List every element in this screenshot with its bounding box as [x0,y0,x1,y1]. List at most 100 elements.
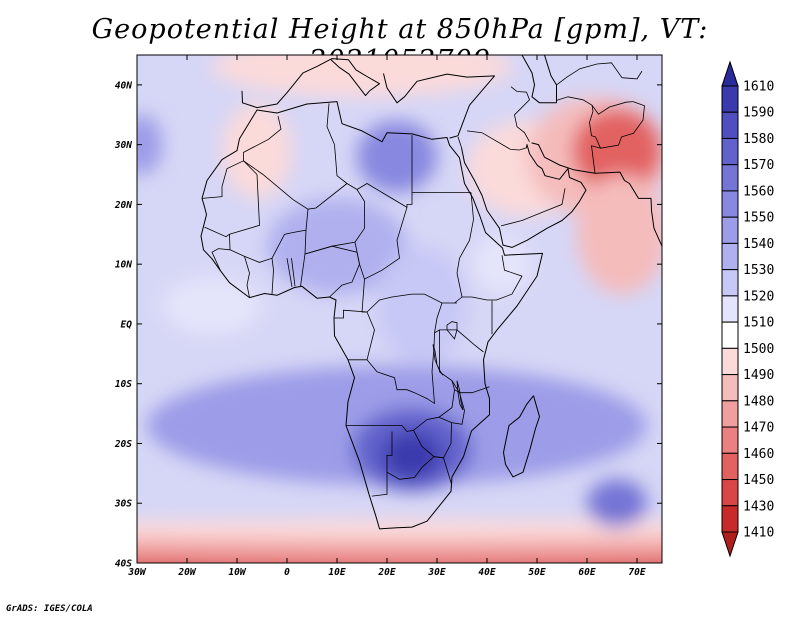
lon-tick-label: 40E [478,567,495,578]
grads-credit: GrADS: IGES/COLA [6,604,93,614]
lat-tick-label: 20S [114,439,132,450]
lon-tick-label: 30W [127,567,146,578]
colorbar-label: 1570 [743,158,774,173]
colorbar-segment [721,295,739,323]
border-nigeria [300,245,360,298]
colorbar-label: 1540 [743,237,774,252]
colorbar-segment [721,85,739,113]
lon-tick-label: 30E [427,567,445,578]
lon-tick-label: 20E [377,567,395,578]
border-togo-benin-2 [291,258,296,287]
colorbar-segment [721,426,739,454]
field-hi-libya [357,120,437,193]
colorbar-segment [721,242,739,271]
border-saudi-yemen [500,188,566,227]
coastline-layer [200,55,662,530]
lat-tick-label: EQ [121,319,133,330]
arabia-coast [461,144,587,248]
lat-tick-label: 10N [115,260,132,271]
border-layer [201,62,645,497]
field-hi-indian-ocean [587,479,647,528]
iran-pak-coast [531,142,662,247]
colorbar-segment [721,452,739,481]
border-west-africa [211,248,231,271]
border-lake-tanganyika [432,344,444,376]
border-ghana [271,258,274,295]
greece-turkey [383,73,495,139]
madagascar-coast [503,395,540,478]
border-angola-namibia [371,431,393,497]
border-drc-west [348,302,443,405]
lon-tick-label: 10E [328,567,345,578]
colorbar-label: 1430 [743,499,774,514]
border-lake-victoria [446,321,458,340]
colorbar-segment [721,269,739,297]
lat-tick-label: 20N [114,200,132,211]
border-algeria-libya [334,144,358,190]
border-libya-sudan-chad [406,192,413,208]
colorbar-segment [721,479,739,507]
lat-tick-label: 30S [114,499,132,510]
lon-tick-label: 70E [628,567,645,578]
caspian [521,55,557,104]
border-algeria-mali-niger [243,160,348,210]
colorbar-label: 1580 [743,132,774,147]
colorbar-segment [721,347,739,376]
colorbar-label: 1460 [743,447,774,462]
colorbar-label: 1560 [743,184,774,199]
colorbar-label: 1520 [743,289,774,304]
lat-tick-label: 10S [115,379,132,390]
colorbar-segment [721,190,739,218]
colorbar-label: 1410 [743,526,774,541]
border-tanzania-moz [439,329,490,394]
colorbar-label: 1610 [743,80,774,95]
border-togo-benin [286,258,293,287]
colorbar-segment [721,505,739,533]
field-lo-south-belt-4 [137,519,662,541]
map-frame [136,54,663,564]
border-turkmen-kaz [556,62,643,86]
field-lo-indian [577,174,662,295]
border-mauritania [201,160,260,238]
colorbar-label: 1510 [743,316,774,331]
border-egypt-israel [457,136,462,148]
colorbar-segment [721,164,739,192]
field-hi-botswana-core [382,431,442,480]
lon-tick-label: 50E [528,567,545,578]
field-lo-eq-west [162,276,262,336]
lon-tick-label: 60E [578,567,595,578]
colorbar-label: 1490 [743,368,774,383]
colorbar-label: 1550 [743,211,774,226]
border-turkmen-iran [556,96,634,115]
field-lo-horn [472,234,532,295]
colorbar-segment [721,321,739,349]
lon-tick-label: 0 [284,567,290,578]
colorbar-segment [721,400,739,428]
colorbar-segment [721,111,739,139]
colorbar-label: 1500 [743,342,774,357]
border-saudi-iraq [466,130,528,151]
lat-tick-label: 40N [115,80,132,91]
field-hi-sahel [267,198,407,295]
lat-tick-label: 40S [115,559,132,570]
colorbar-label: 1470 [743,421,774,436]
africa-coast [200,101,543,530]
colorbar-segment [721,374,739,402]
field-hi-atlantic-w [137,114,162,175]
colorbar-top-arrow [721,60,739,87]
colorbar-segment [721,137,739,166]
field-hi-central [377,246,467,366]
colorbar-label: 1450 [743,473,774,488]
lon-tick-label: 10W [228,567,246,578]
colorbar-label: 1590 [743,106,774,121]
border-morocco-algeria [243,115,282,161]
border-angola-zambia [346,380,455,432]
colorbar-bottom-arrow [721,531,739,558]
colorbar-label: 1480 [743,394,774,409]
longitude-axis: 30W 20W 10W 0 10E 20E 30E 40E 50E 60E 70E [127,55,646,578]
border-west-africa-2 [244,256,250,298]
border-ethiopia-somalia [462,255,523,301]
colorbar-label: 1530 [743,263,774,278]
mediterranean-north [241,58,380,109]
